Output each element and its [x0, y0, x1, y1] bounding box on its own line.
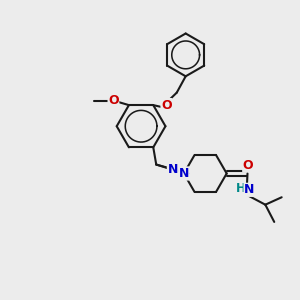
Text: N: N — [244, 183, 254, 196]
Text: O: O — [108, 94, 119, 107]
Text: N: N — [179, 167, 189, 180]
Text: H: H — [236, 182, 245, 195]
Text: N: N — [167, 163, 178, 176]
Text: O: O — [161, 99, 172, 112]
Text: O: O — [243, 159, 254, 172]
